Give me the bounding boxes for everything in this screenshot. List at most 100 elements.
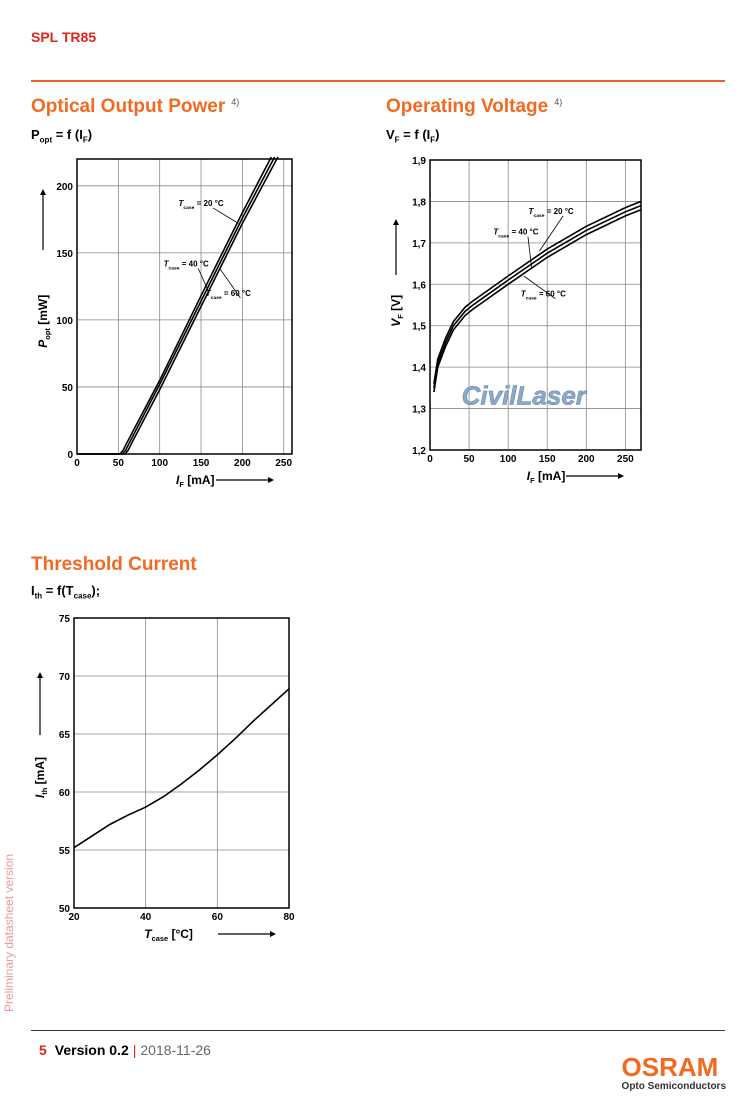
formula-optical: Popt = f (IF) [31,127,92,145]
annotation-leader [212,207,239,224]
header-rule [31,80,725,82]
y-tick-label: 1,5 [412,322,426,333]
section-title-threshold: Threshold Current [31,554,197,576]
x-tick-label: 40 [140,912,152,923]
x-tick-label: 250 [275,458,292,469]
chart-1: 0 50 100 150 200 250 0 50 100 150 200 Tcase = 20 °C… [36,156,293,489]
annotation-leader [219,268,241,299]
section-title-voltage-text: Operating Voltage [386,96,549,117]
footer-rule [31,1030,725,1031]
plot-frame [76,158,293,455]
series-line-3 [77,156,279,455]
y-tick-label: 100 [56,316,73,327]
y-tick-label: 1,8 [412,197,426,208]
formula-voltage-main: V [386,127,395,142]
x-axis-label: Tcase [°C] [144,927,193,943]
formula-threshold-rest: = f(T [42,583,74,598]
x-tick-label: 0 [427,454,433,465]
y-tick-label: 0 [67,450,73,461]
formula-voltage: VF = f (IF) [386,127,440,145]
y-tick-label: 70 [59,672,71,683]
x-tick-label: 100 [500,454,517,465]
formula-voltage-sub2: F [430,135,436,145]
x-tick-label: 0 [74,458,80,469]
y-axis-label: Ith [mA] [33,757,49,798]
plot-frame [429,159,642,451]
y-tick-label: 75 [59,614,71,625]
annotation-leader [523,275,556,300]
y-tick-label: 1,7 [412,239,426,250]
x-tick-label: 60 [212,912,224,923]
formula-threshold-main: I [31,583,35,598]
y-tick-label: 60 [59,788,71,799]
y-tick-label: 150 [56,249,73,260]
y-axis-label: VF [V] [389,295,405,327]
y-axis-label: Popt [mW] [36,295,52,348]
y-axis-arrow-head [37,672,43,678]
x-axis-arrow-head [618,473,624,479]
series-line-2 [433,204,642,389]
footer-separator: | [132,1042,137,1058]
y-tick-label: 65 [59,730,71,741]
x-tick-label: 100 [151,458,168,469]
x-axis-arrow-head [270,931,276,937]
x-axis-label: IF [mA] [176,473,215,489]
x-tick-label: 50 [464,454,476,465]
x-axis-label: IF [mA] [527,469,566,485]
x-tick-label: 50 [113,458,125,469]
series-line-3 [433,208,642,393]
formula-optical-main: P [31,127,40,142]
x-tick-label: 200 [578,454,595,465]
annotation-leader [539,215,564,252]
y-tick-label: 1,3 [412,405,426,416]
series-line-1 [433,200,642,384]
x-tick-label: 250 [617,454,634,465]
annotation-label: Tcase = 60 °C [206,289,251,301]
formula-threshold: Ith = f(Tcase); [31,583,100,601]
section-title-threshold-text: Threshold Current [31,554,197,575]
series-line-2 [77,156,276,455]
document-title: SPL TR85 [31,29,97,45]
x-tick-label: 200 [234,458,251,469]
logo-brand: OSRAM [621,1052,719,1082]
logo-subtitle: Opto Semiconductors [621,1081,726,1092]
annotation-label: Tcase = 60 °C [521,290,566,302]
annotation-label: Tcase = 40 °C [493,228,538,240]
formula-voltage-rest: = f (I [399,127,431,142]
formula-voltage-sub: F [394,135,400,145]
formula-threshold-sub2: case [73,591,92,601]
annotation-label: Tcase = 40 °C [164,259,209,271]
x-tick-label: 150 [193,458,210,469]
x-tick-label: 150 [539,454,556,465]
version-label: Version 0.2 [54,1042,129,1058]
series-line-1 [73,688,290,849]
formula-optical-sub: opt [39,135,53,145]
y-tick-label: 1,4 [412,363,426,374]
formula-voltage-end: ) [435,127,440,142]
y-tick-label: 1,9 [412,156,426,167]
formula-threshold-sub: th [34,591,43,601]
x-axis-arrow-head [268,477,274,483]
page-number: 5 [39,1042,47,1058]
annotation-label: Tcase = 20 °C [529,207,574,219]
annotation-label: Tcase = 20 °C [178,199,223,211]
section-title-optical-text: Optical Output Power [31,96,226,117]
x-tick-label: 20 [68,912,80,923]
y-axis-arrow-head [393,219,399,225]
section-title-voltage: Operating Voltage 4) [386,96,562,118]
chart-3: 20 40 60 80 50 55 60 65 70 75 Tcase [°C] Ith [mA] [33,614,295,943]
preliminary-version-note: Preliminary datasheet version [2,853,16,1012]
y-tick-label: 1,6 [412,280,426,291]
plot-frame [73,617,290,909]
annotation-leader [527,236,532,268]
y-tick-label: 50 [62,383,74,394]
osram-logo: OSRAM Opto Semiconductors [622,1052,726,1092]
footer-date: 2018-11-26 [140,1042,211,1058]
section-title-optical: Optical Output Power 4) [31,96,239,118]
footnote-ref-voltage: 4) [554,96,563,107]
footnote-ref-optical: 4) [231,96,240,107]
annotation-leader [197,268,210,294]
x-tick-label: 80 [283,912,295,923]
y-tick-label: 50 [59,904,71,915]
